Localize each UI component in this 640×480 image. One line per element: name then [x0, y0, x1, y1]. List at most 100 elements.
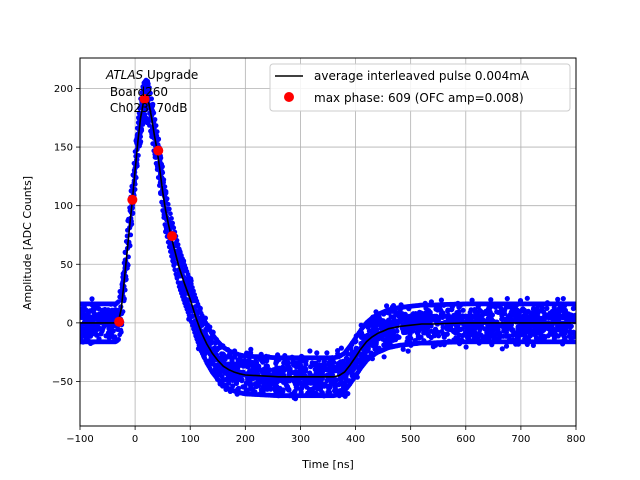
blue-sample-point [249, 382, 255, 388]
blue-sample-point [341, 373, 347, 379]
blue-sample-point [162, 222, 168, 228]
y-axis-label: Amplitude [ADC Counts] [21, 176, 34, 310]
blue-sample-point [110, 328, 116, 334]
blue-sample-point [171, 225, 177, 231]
blue-sample-point [469, 297, 475, 303]
blue-sample-point [166, 206, 172, 212]
blue-sample-point [248, 346, 254, 352]
blue-sample-point [408, 335, 414, 341]
blue-sample-point [317, 367, 323, 373]
blue-sample-point [116, 299, 121, 304]
blue-sample-point [343, 355, 349, 361]
blue-sample-point [209, 361, 215, 367]
blue-sample-point [338, 345, 344, 351]
blue-sample-point [499, 309, 505, 315]
legend-swatch-max-phase [284, 92, 294, 102]
blue-sample-point [80, 307, 86, 313]
blue-sample-point [168, 249, 173, 255]
blue-sample-point [89, 329, 95, 335]
blue-sample-point [82, 332, 88, 338]
x-tick-label: 0 [132, 434, 138, 445]
blue-sample-point [118, 327, 124, 333]
blue-sample-point [116, 337, 121, 342]
blue-sample-point [171, 263, 177, 268]
annotation-line1: ATLAS Upgrade [105, 68, 198, 82]
blue-sample-point [515, 329, 521, 335]
blue-sample-point [80, 311, 85, 317]
blue-sample-point [145, 81, 151, 87]
blue-sample-point [463, 344, 469, 350]
plot-area [80, 77, 576, 402]
blue-sample-point [522, 328, 528, 335]
blue-sample-point [519, 307, 525, 313]
x-tick-label: 800 [566, 434, 585, 445]
blue-sample-point [358, 340, 364, 347]
blue-sample-point [381, 354, 387, 360]
blue-sample-point [298, 363, 304, 369]
y-tick-label: 0 [67, 318, 73, 329]
blue-sample-point [573, 339, 576, 345]
blue-sample-point [304, 384, 310, 390]
blue-sample-point [284, 366, 290, 372]
blue-sample-point [175, 242, 181, 248]
blue-sample-point [152, 117, 158, 122]
y-tick-label: 150 [54, 143, 73, 154]
blue-sample-point [373, 339, 379, 345]
blue-sample-point [517, 313, 523, 319]
blue-sample-point [555, 314, 561, 321]
blue-sample-point [392, 320, 398, 326]
blue-sample-point [335, 361, 341, 367]
blue-sample-point [314, 350, 320, 356]
blue-sample-point [313, 360, 319, 366]
blue-sample-point [155, 137, 161, 143]
blue-sample-point [149, 96, 155, 102]
blue-sample-point [512, 313, 518, 319]
blue-sample-point [426, 308, 432, 314]
blue-sample-point [381, 342, 387, 348]
blue-sample-point [209, 355, 215, 361]
blue-sample-point [391, 316, 397, 322]
blue-sample-point [484, 329, 490, 336]
blue-sample-point [570, 305, 576, 312]
x-tick-label: 100 [181, 434, 200, 445]
blue-sample-point [476, 318, 482, 324]
blue-sample-point [468, 307, 474, 313]
blue-sample-point [118, 289, 124, 295]
blue-sample-point [499, 346, 505, 352]
legend-label-max-phase: max phase: 609 (OFC amp=0.008) [314, 91, 524, 105]
max-phase-point [167, 231, 178, 242]
blue-sample-point [264, 363, 270, 369]
blue-sample-point [509, 327, 515, 333]
blue-sample-point [567, 330, 574, 336]
blue-sample-point [94, 324, 100, 330]
blue-sample-point [459, 326, 465, 332]
blue-sample-point [293, 372, 299, 378]
blue-sample-point [483, 318, 489, 324]
blue-sample-point [511, 308, 517, 314]
blue-sample-point [152, 154, 158, 160]
blue-sample-point [91, 311, 97, 317]
blue-sample-point [384, 303, 390, 309]
blue-sample-point [402, 311, 408, 317]
blue-sample-point [271, 378, 277, 384]
blue-sample-point [169, 253, 174, 259]
max-phase-point [127, 194, 138, 205]
blue-sample-point [148, 90, 153, 96]
blue-sample-point [157, 183, 162, 188]
blue-sample-point [448, 314, 454, 320]
blue-sample-point [562, 324, 568, 330]
blue-sample-point [219, 354, 225, 360]
blue-sample-point [418, 310, 424, 316]
blue-sample-point [396, 313, 402, 319]
blue-sample-point [329, 365, 335, 371]
blue-sample-point [165, 239, 171, 245]
blue-sample-point [113, 313, 119, 319]
x-tick-label: 400 [346, 434, 365, 445]
x-tick-label: 700 [511, 434, 530, 445]
blue-sample-point [438, 297, 444, 303]
blue-sample-point [321, 382, 327, 388]
blue-sample-point [170, 220, 176, 226]
blue-sample-point [337, 381, 343, 387]
blue-sample-point [539, 305, 545, 311]
